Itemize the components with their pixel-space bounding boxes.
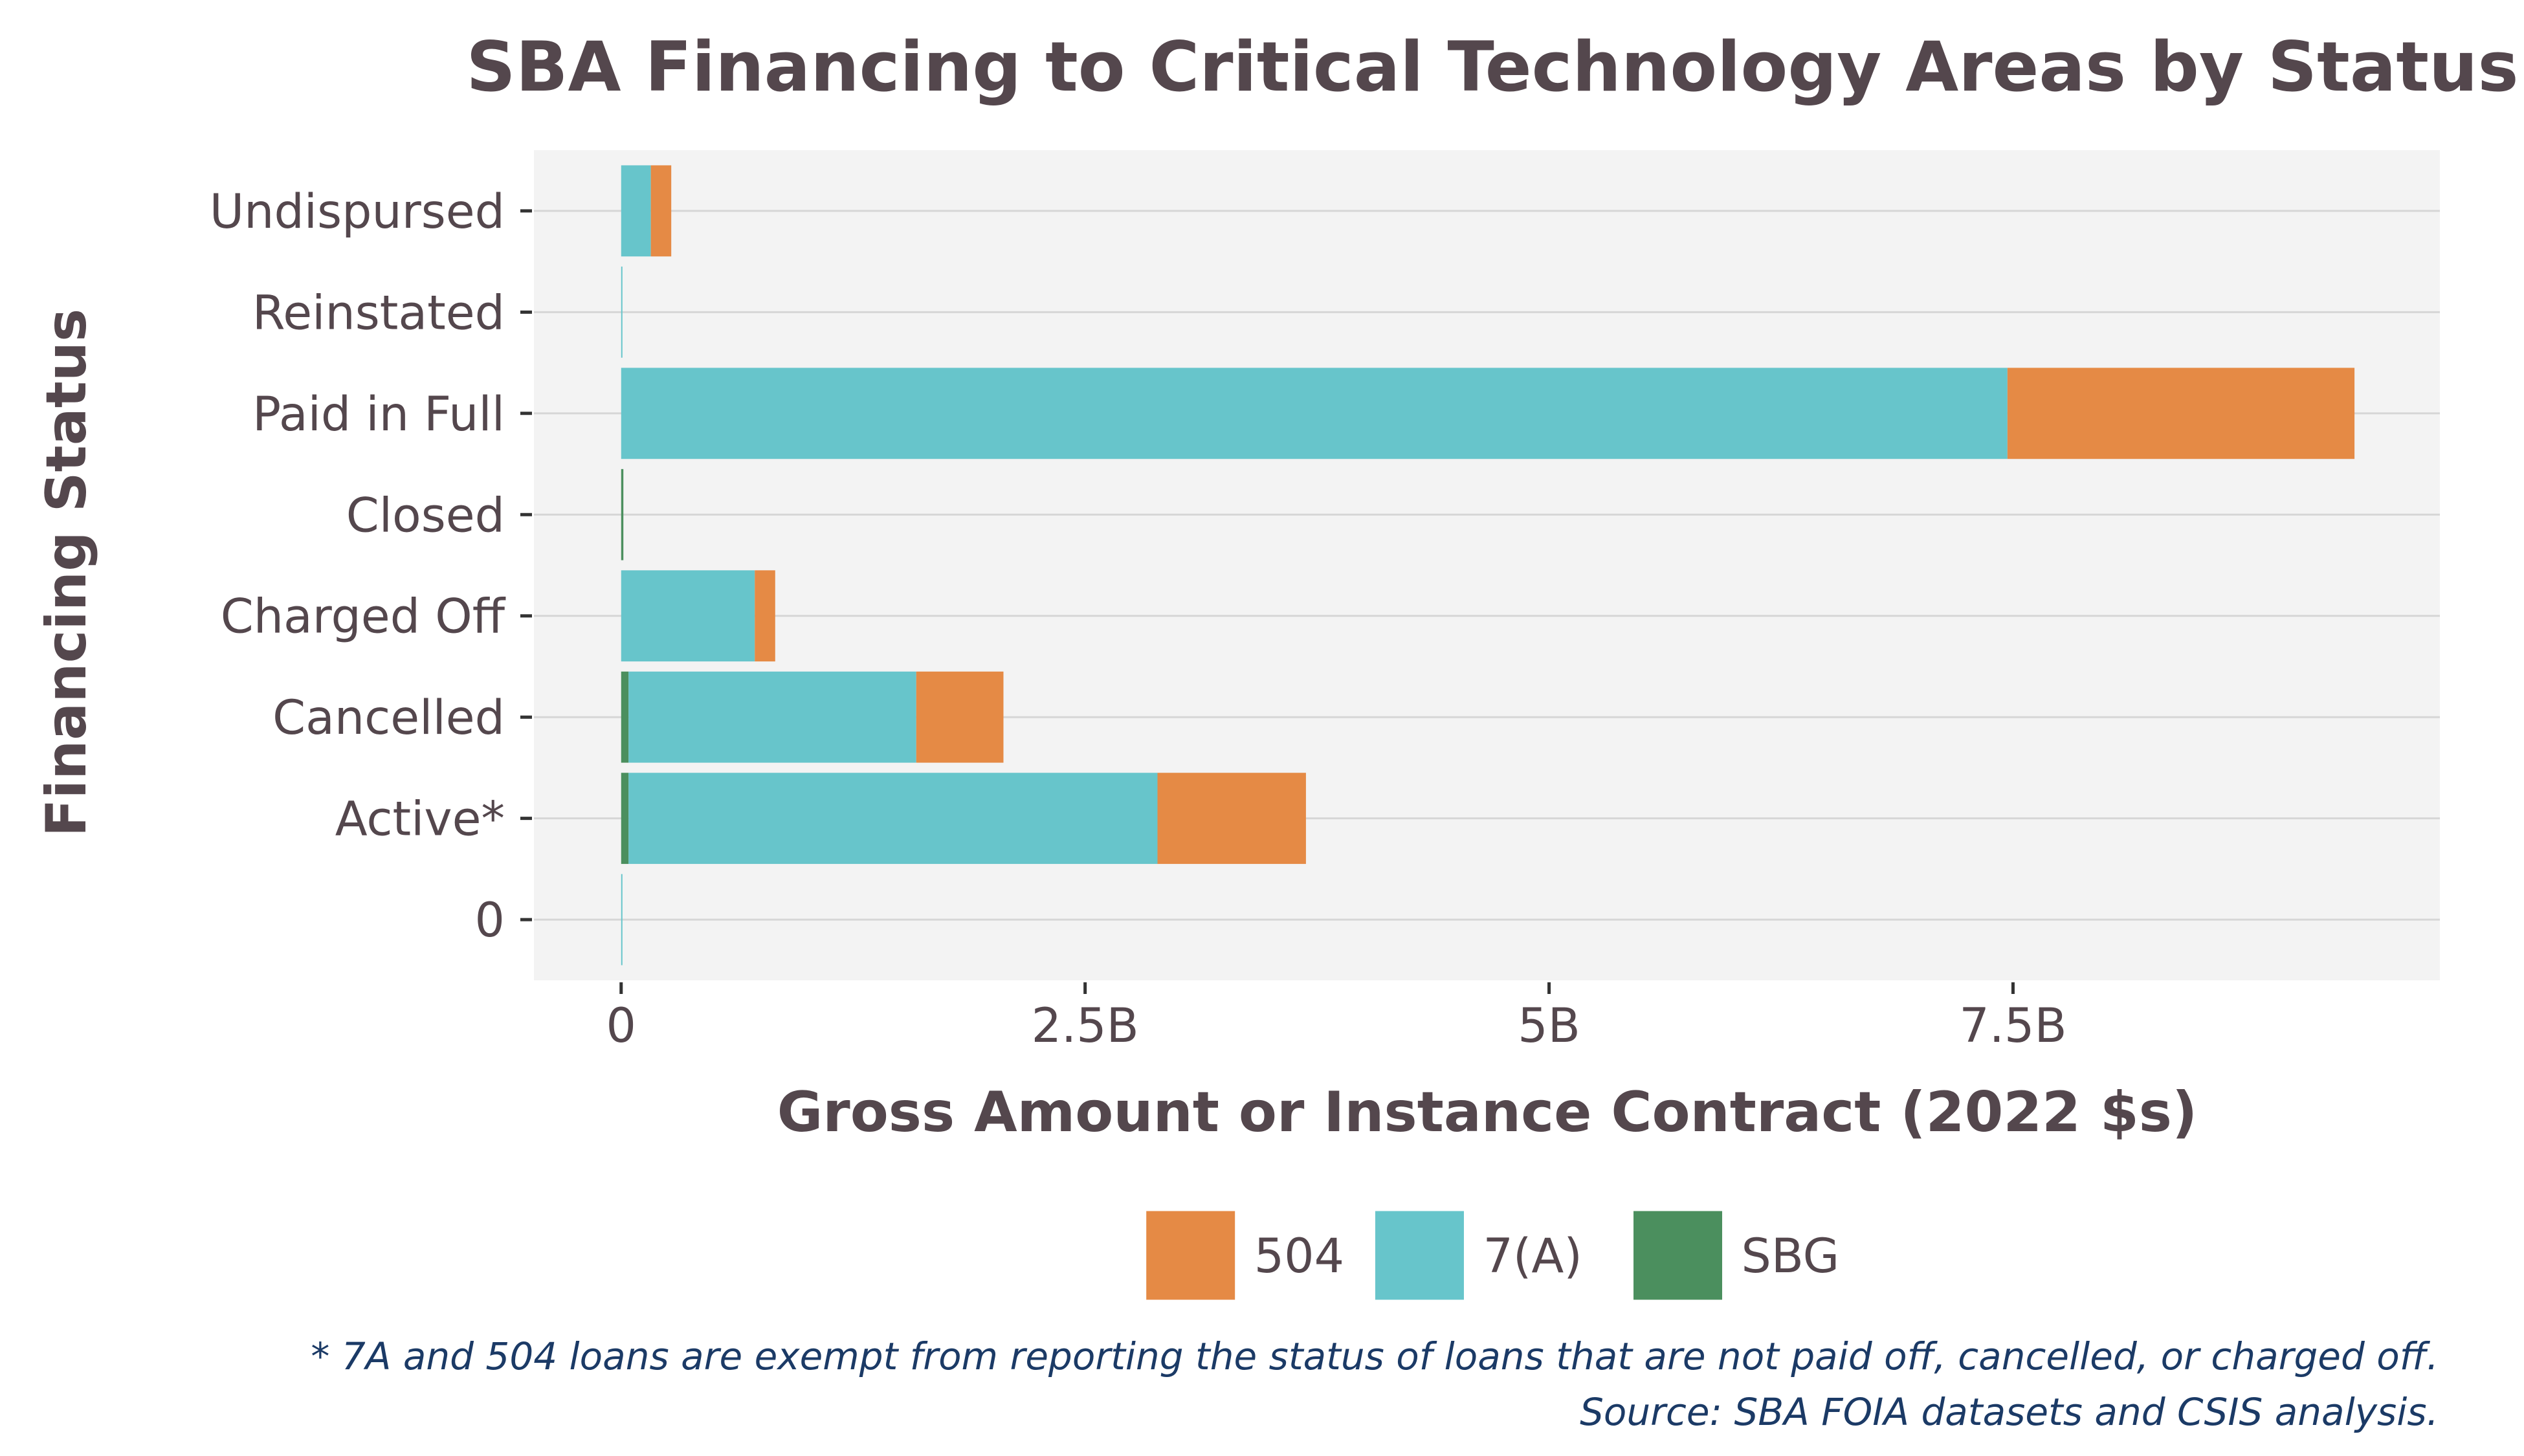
caption-source: Source: SBA FOIA datasets and CSIS analy…	[1580, 1390, 2439, 1434]
bar-0-7-a	[621, 874, 623, 965]
x-tick-label-0: 0	[606, 998, 636, 1053]
x-axis-title: Gross Amount or Instance Contract (2022 …	[777, 1080, 2198, 1145]
y-axis: 0 Active* Cancelled Charged Off Closed Paid i…	[210, 184, 532, 948]
legend-swatch-504	[1144, 1209, 1237, 1302]
x-tick-label-1: 2.5B	[1032, 998, 1139, 1053]
bar-paid-in-full-7-a	[621, 368, 2008, 459]
bar-cancelled-504	[916, 671, 1004, 763]
bar-charged-off-504	[755, 570, 775, 662]
bar-reinstated-7-a	[621, 266, 623, 358]
caption-note: * 7A and 504 loans are exempt from repor…	[311, 1334, 2439, 1378]
bar-paid-in-full-504	[2007, 368, 2355, 459]
y-tick-label-0: 0	[475, 893, 505, 948]
y-axis-title: Financing Status	[34, 309, 99, 837]
bar-undispursed-504	[650, 165, 672, 257]
bar-active-sbg	[621, 773, 629, 865]
bar-undispursed-7-a	[621, 165, 651, 257]
bar-active-7-a	[628, 773, 1158, 865]
x-tick-label-2: 5B	[1518, 998, 1580, 1053]
legend-swatch-7-a	[1373, 1209, 1466, 1302]
bar-charged-off-7-a	[621, 570, 755, 662]
legend-swatch-sbg	[1632, 1209, 1725, 1302]
bar-closed-sbg	[621, 469, 624, 560]
bars	[621, 165, 2355, 965]
y-tick-label-closed: Closed	[346, 488, 505, 543]
y-tick-label-active: Active*	[335, 792, 505, 847]
x-tick-label-3: 7.5B	[1959, 998, 2066, 1053]
x-axis: 0 2.5B 5B 7.5B	[606, 982, 2067, 1053]
y-tick-label-undispursed: Undispursed	[210, 184, 505, 239]
y-tick-label-paid-in-full: Paid in Full	[252, 387, 505, 442]
y-tick-label-cancelled: Cancelled	[272, 690, 505, 745]
y-tick-label-charged-off: Charged Off	[221, 590, 506, 645]
chart-title: SBA Financing to Critical Technology Are…	[466, 27, 2518, 107]
bar-cancelled-sbg	[621, 671, 629, 763]
legend-label-sbg: SBG	[1742, 1229, 1840, 1284]
legend-label-504: 504	[1254, 1229, 1344, 1284]
y-tick-label-reinstated: Reinstated	[252, 285, 505, 340]
bar-active-504	[1157, 773, 1306, 865]
bar-cancelled-7-a	[628, 671, 916, 763]
legend-label-7-a: 7(A)	[1483, 1229, 1582, 1284]
legend: 504 7(A) SBG	[1144, 1209, 1840, 1302]
